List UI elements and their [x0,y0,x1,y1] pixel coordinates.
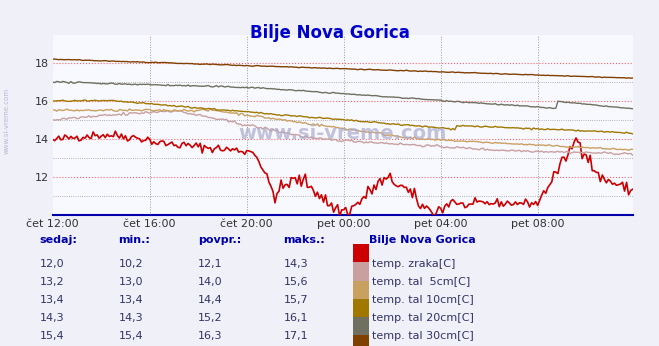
Text: 15,6: 15,6 [283,277,308,287]
Text: povpr.:: povpr.: [198,235,241,245]
Text: temp. tal 30cm[C]: temp. tal 30cm[C] [372,331,474,342]
Text: www.si-vreme.com: www.si-vreme.com [3,88,9,154]
Text: www.si-vreme.com: www.si-vreme.com [239,124,447,143]
Text: 13,4: 13,4 [40,295,64,305]
Text: 13,0: 13,0 [119,277,143,287]
Text: 14,3: 14,3 [119,313,143,323]
Text: 14,0: 14,0 [198,277,222,287]
Text: 14,4: 14,4 [198,295,223,305]
Text: 15,4: 15,4 [119,331,143,342]
Text: min.:: min.: [119,235,150,245]
FancyBboxPatch shape [353,335,369,346]
Text: Bilje Nova Gorica: Bilje Nova Gorica [369,235,476,245]
Text: 16,3: 16,3 [198,331,222,342]
FancyBboxPatch shape [353,244,369,264]
Text: 17,1: 17,1 [283,331,308,342]
Text: 13,4: 13,4 [119,295,143,305]
Text: 15,7: 15,7 [283,295,308,305]
FancyBboxPatch shape [353,263,369,282]
Text: temp. tal  5cm[C]: temp. tal 5cm[C] [372,277,471,287]
Text: 12,0: 12,0 [40,259,64,269]
Text: temp. tal 10cm[C]: temp. tal 10cm[C] [372,295,474,305]
Text: sedaj:: sedaj: [40,235,77,245]
Text: maks.:: maks.: [283,235,325,245]
Text: temp. zraka[C]: temp. zraka[C] [372,259,456,269]
Text: temp. tal 20cm[C]: temp. tal 20cm[C] [372,313,474,323]
Text: 14,3: 14,3 [283,259,308,269]
Text: 13,2: 13,2 [40,277,64,287]
Text: 16,1: 16,1 [283,313,308,323]
FancyBboxPatch shape [353,317,369,336]
FancyBboxPatch shape [353,299,369,318]
Text: 15,4: 15,4 [40,331,64,342]
FancyBboxPatch shape [353,281,369,300]
Text: 10,2: 10,2 [119,259,143,269]
Text: 14,3: 14,3 [40,313,64,323]
Text: 15,2: 15,2 [198,313,222,323]
Text: 12,1: 12,1 [198,259,222,269]
Text: Bilje Nova Gorica: Bilje Nova Gorica [250,24,409,42]
